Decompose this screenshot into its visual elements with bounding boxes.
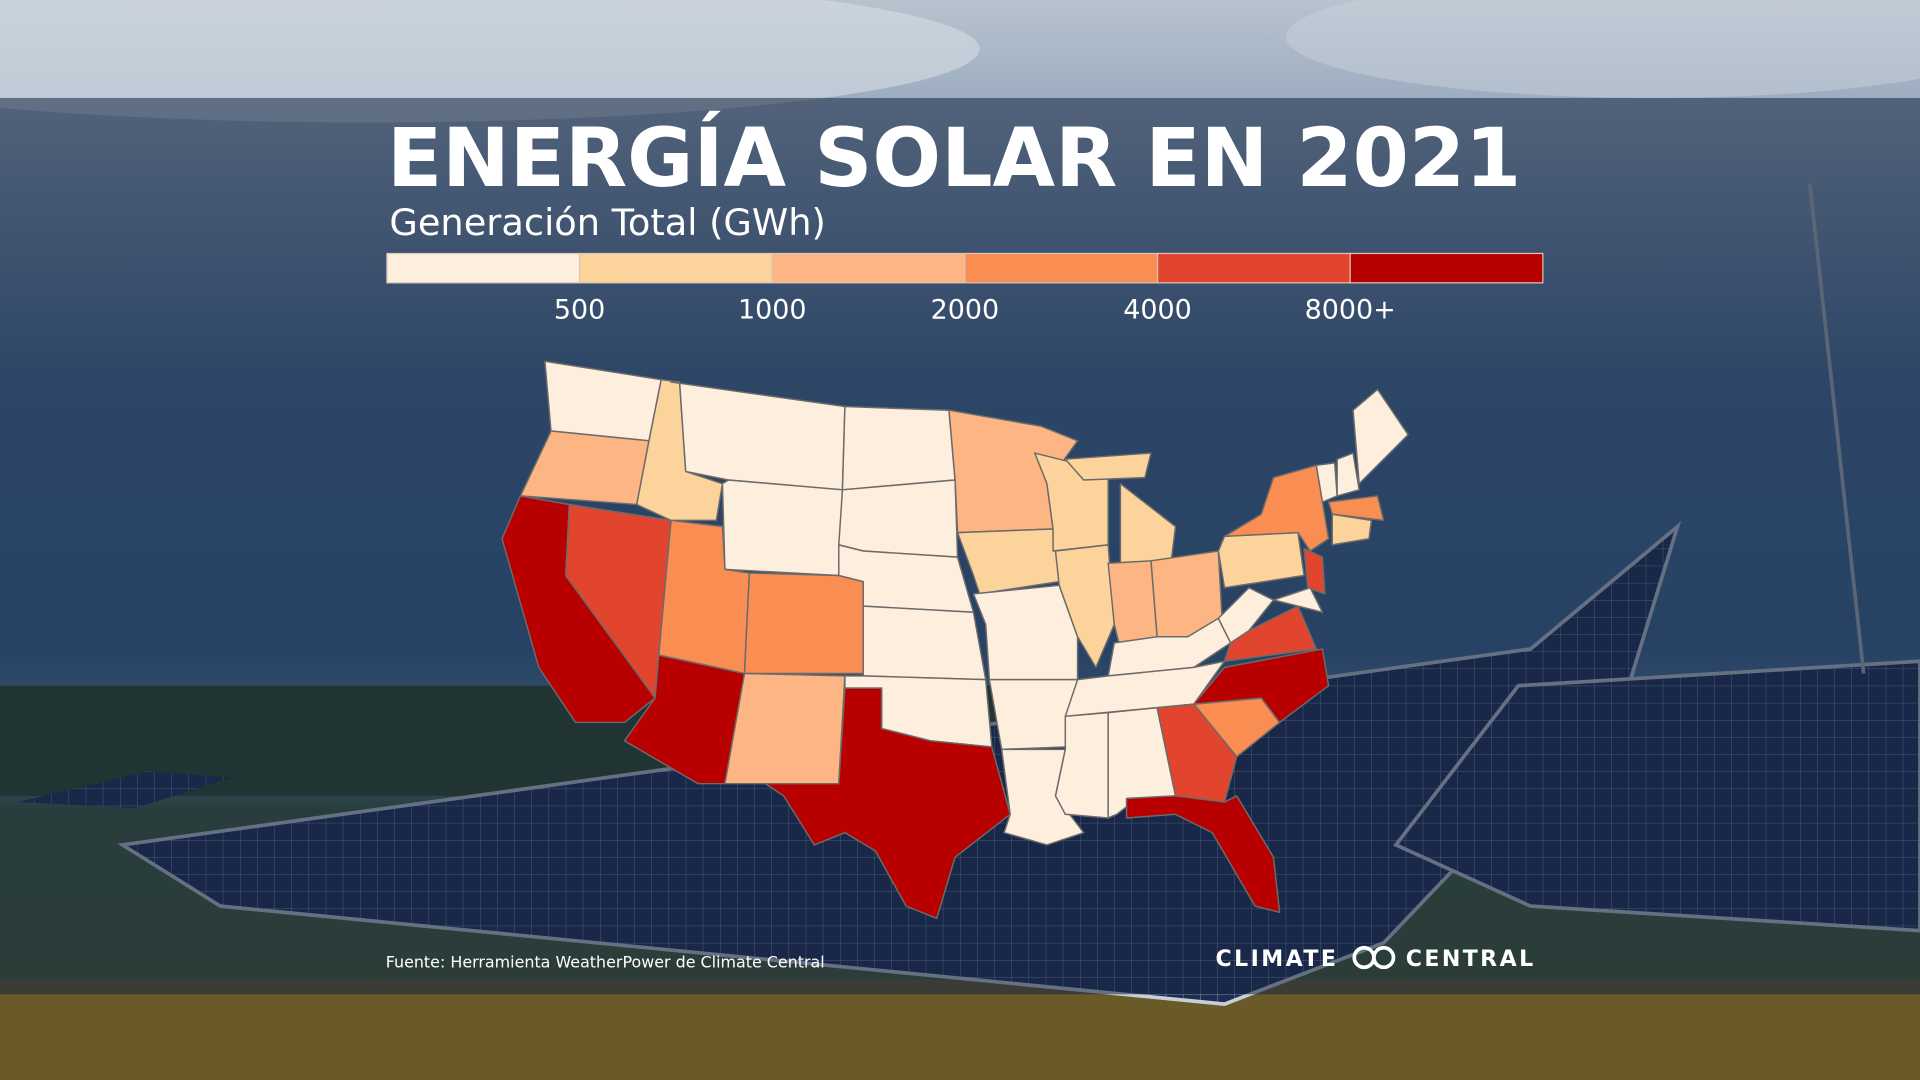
legend-swatch [964, 252, 1159, 284]
us-map [501, 360, 1409, 920]
legend-label: 500 [554, 294, 605, 325]
legend-swatch [1349, 252, 1544, 284]
legend-label: 2000 [931, 294, 1000, 325]
state [838, 479, 959, 558]
state [1223, 605, 1318, 662]
state [1193, 648, 1330, 724]
state [862, 605, 987, 681]
state [1336, 452, 1360, 497]
state [1272, 587, 1324, 613]
legend-label: 4000 [1123, 294, 1192, 325]
state [1125, 795, 1281, 913]
state [743, 572, 864, 675]
legend-swatch [578, 252, 773, 284]
legend-swatch [386, 252, 581, 284]
legend-label: 1000 [738, 294, 807, 325]
logo-text: CLIMATE [1215, 947, 1338, 972]
title: ENERGÍA SOLAR EN 2021 [387, 111, 1521, 206]
state [1054, 544, 1116, 669]
state [1217, 531, 1305, 589]
state [988, 678, 1079, 751]
state [1331, 513, 1373, 546]
logo-text: CENTRAL [1406, 947, 1536, 972]
state [1064, 452, 1152, 481]
state [721, 479, 844, 577]
state [972, 584, 1079, 681]
state [1352, 388, 1409, 485]
overlay-band [0, 97, 1920, 995]
subtitle: Generación Total (GWh) [389, 201, 825, 244]
state [1156, 703, 1238, 803]
state [724, 672, 846, 785]
legend: 500 1000 2000 4000 8000+ [386, 252, 1544, 325]
state [764, 687, 1011, 920]
state [1217, 587, 1275, 644]
state [956, 528, 1060, 595]
state [1303, 547, 1326, 595]
state [841, 405, 956, 491]
legend-swatch [771, 252, 966, 284]
legend-swatch [1156, 252, 1351, 284]
state [1327, 495, 1385, 522]
source: Fuente: Herramienta WeatherPower de Clim… [386, 952, 825, 971]
logo: CLIMATE CENTRAL [1215, 945, 1536, 972]
legend-label: 8000+ [1305, 294, 1396, 325]
